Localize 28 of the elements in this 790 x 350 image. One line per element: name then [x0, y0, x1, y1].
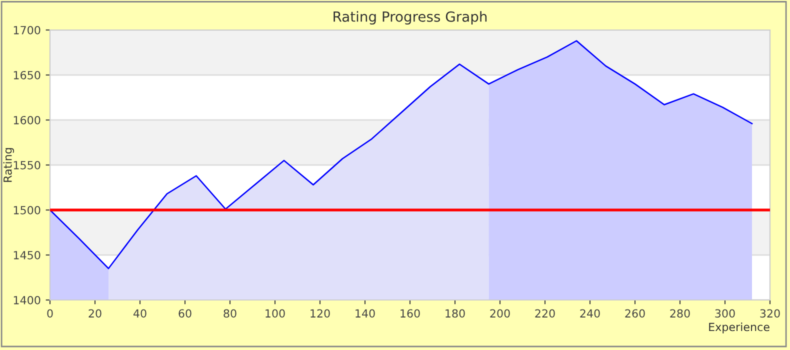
- x-tick-label: 200: [490, 309, 510, 318]
- x-tick-label: 20: [88, 309, 102, 318]
- y-tick-label: 1550: [14, 160, 40, 170]
- x-tick-label: 280: [670, 309, 690, 318]
- x-tick-label: 320: [760, 309, 780, 318]
- x-tick-label: 220: [535, 309, 555, 318]
- x-tick-label: 260: [625, 309, 645, 318]
- y-tick-label: 1600: [14, 116, 40, 124]
- x-tick-label: 300: [715, 309, 735, 318]
- x-tick-label: 80: [224, 309, 236, 318]
- y-tick-label: 1700: [14, 26, 40, 34]
- x-tick-label: 140: [356, 309, 375, 318]
- x-tick-label: 60: [178, 309, 192, 318]
- x-tick-label: 120: [310, 309, 330, 318]
- y-axis-title: Rating: [3, 148, 14, 182]
- y-tick-label: 1650: [14, 70, 40, 80]
- x-tick-label: 160: [400, 309, 420, 318]
- y-tick-label: 1450: [14, 250, 40, 260]
- y-tick-label: 1400: [14, 296, 40, 304]
- x-tick-label: 240: [580, 309, 600, 318]
- x-tick-label: 180: [446, 309, 465, 318]
- x-tick-label: 0: [47, 309, 53, 318]
- x-axis-title: Experience: [709, 322, 770, 334]
- y-tick-label: 1500: [14, 206, 40, 214]
- chart-title: Rating Progress Graph: [334, 11, 487, 25]
- x-tick-label: 40: [133, 309, 146, 318]
- line-series: [50, 40, 753, 270]
- x-tick-label: 100: [266, 309, 285, 318]
